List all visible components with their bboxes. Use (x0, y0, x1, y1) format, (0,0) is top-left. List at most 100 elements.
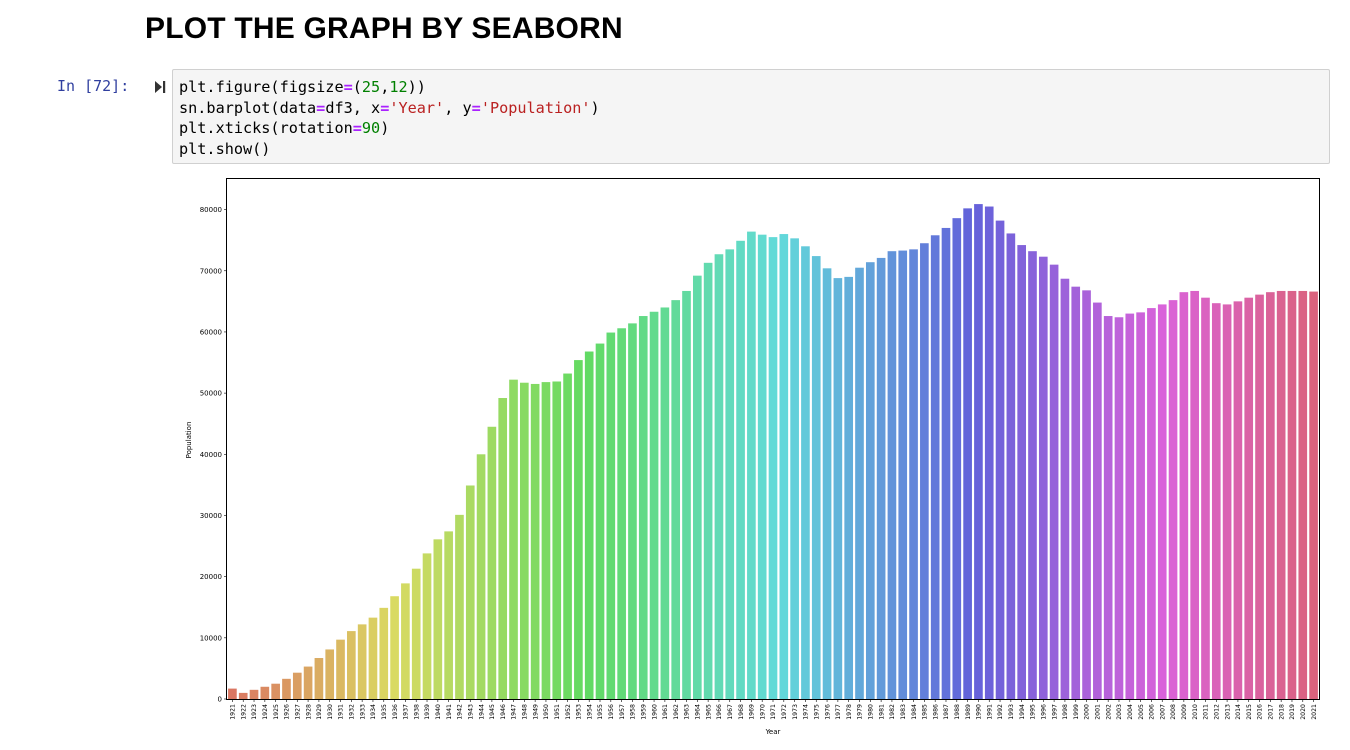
code-cell[interactable]: plt.figure(figsize=(25,12)) sn.barplot(da… (172, 69, 1330, 164)
x-tick-label: 1972 (781, 704, 788, 720)
x-tick-label: 2003 (1116, 704, 1123, 720)
x-tick-label: 1997 (1051, 704, 1058, 720)
code-token: plt.xticks(rotation (179, 119, 353, 137)
y-tick-label: 0 (218, 696, 222, 704)
y-tick-label: 70000 (200, 267, 222, 275)
code-token: 'Population' (480, 98, 591, 117)
x-tick-label: 1961 (662, 704, 669, 720)
code-token: = (352, 119, 362, 137)
bar-1983 (898, 250, 908, 699)
x-tick-label: 1948 (522, 704, 529, 720)
x-tick-label: 2009 (1181, 704, 1188, 720)
y-tick-label: 50000 (200, 390, 222, 398)
bar-1939 (422, 553, 432, 699)
x-tick-label: 2017 (1268, 704, 1275, 720)
x-tick-label: 1965 (705, 704, 712, 720)
x-tick-label: 1968 (738, 704, 745, 720)
bar-1943 (465, 485, 475, 699)
x-tick-label: 1956 (608, 704, 615, 720)
bar-1931 (336, 639, 345, 699)
x-tick-label: 1993 (1008, 704, 1015, 720)
x-tick-label: 1970 (759, 704, 766, 720)
x-tick-label: 1936 (392, 704, 399, 720)
bar-1941 (444, 531, 453, 699)
bar-1955 (595, 343, 605, 699)
x-tick-label: 1940 (435, 704, 442, 720)
bar-1936 (390, 596, 399, 699)
x-tick-label: 1934 (370, 704, 377, 720)
x-tick-label: 1966 (716, 704, 723, 720)
bar-1988 (952, 218, 962, 699)
y-tick-label: 60000 (200, 328, 222, 336)
bar-1929 (314, 658, 324, 699)
x-tick-label: 1922 (240, 704, 247, 720)
bar-1994 (1017, 245, 1026, 699)
bar-1953 (574, 360, 583, 699)
code-token: = (380, 98, 390, 117)
bar-1952 (563, 373, 572, 699)
bar-2018 (1276, 290, 1286, 699)
x-tick-label: 1951 (554, 704, 561, 720)
x-tick-label: 1989 (965, 704, 972, 720)
bar-2009 (1179, 292, 1189, 699)
x-tick-label: 1930 (327, 704, 334, 720)
bar-1956 (606, 332, 616, 699)
x-tick-label: 2015 (1246, 704, 1253, 720)
x-tick-label: 2004 (1127, 704, 1134, 720)
bar-1987 (941, 227, 951, 700)
y-tick-label: 20000 (200, 573, 222, 581)
x-tick-label: 2019 (1289, 704, 1296, 720)
x-tick-label: 1950 (543, 704, 550, 720)
bar-1982 (887, 251, 897, 699)
bar-2000 (1082, 290, 1091, 699)
x-tick-label: 2005 (1138, 704, 1145, 720)
bar-1971 (768, 237, 778, 699)
x-tick-label: 1991 (986, 704, 993, 720)
code-token: = (343, 78, 353, 96)
code-token: 12 (389, 78, 408, 96)
bar-1962 (671, 300, 681, 699)
x-tick-label: 2001 (1095, 704, 1102, 720)
code-token: sn.barplot(data (179, 98, 317, 117)
bar-1974 (801, 246, 810, 699)
bar-1970 (757, 234, 767, 699)
x-tick-label: 2020 (1300, 704, 1307, 720)
bar-1997 (1049, 264, 1059, 699)
bar-1968 (736, 240, 745, 699)
code-line: plt.show() (179, 139, 1329, 160)
run-cell-icon[interactable] (153, 80, 167, 94)
x-tick-label: 2007 (1159, 704, 1166, 720)
x-tick-label: 1963 (684, 704, 691, 720)
bar-1925 (271, 683, 280, 699)
x-tick-label: 1947 (511, 704, 518, 720)
code-token: 25 (361, 78, 381, 96)
x-tick-label: 1982 (889, 704, 896, 720)
bar-1963 (682, 290, 691, 699)
y-tick-label: 40000 (200, 451, 222, 459)
y-tick-label: 10000 (200, 634, 222, 642)
x-tick-label: 1927 (294, 704, 301, 720)
x-tick-label: 1984 (911, 704, 918, 720)
bar-1959 (638, 316, 648, 699)
x-tick-label: 2016 (1257, 704, 1264, 720)
bar-1924 (260, 686, 270, 699)
bar-1980 (865, 262, 875, 699)
x-tick-label: 1925 (273, 704, 280, 720)
bar-2011 (1201, 297, 1210, 699)
x-tick-label: 2018 (1278, 704, 1285, 720)
code-editor[interactable]: plt.figure(figsize=(25,12)) sn.barplot(da… (179, 77, 1329, 159)
x-tick-label: 1979 (857, 704, 864, 720)
bar-1961 (660, 307, 670, 699)
x-tick-label: 1959 (640, 704, 647, 720)
x-tick-label: 2021 (1311, 704, 1318, 720)
bar-1986 (930, 235, 940, 699)
x-tick-label: 1958 (630, 704, 637, 720)
bar-2019 (1287, 290, 1297, 699)
x-tick-label: 1962 (673, 704, 680, 720)
bar-1950 (541, 382, 551, 699)
x-tick-label: 1976 (824, 704, 831, 720)
bar-1996 (1038, 256, 1048, 699)
code-token: ) (590, 98, 600, 117)
bar-1984 (909, 249, 918, 699)
code-token: , y (444, 98, 472, 117)
